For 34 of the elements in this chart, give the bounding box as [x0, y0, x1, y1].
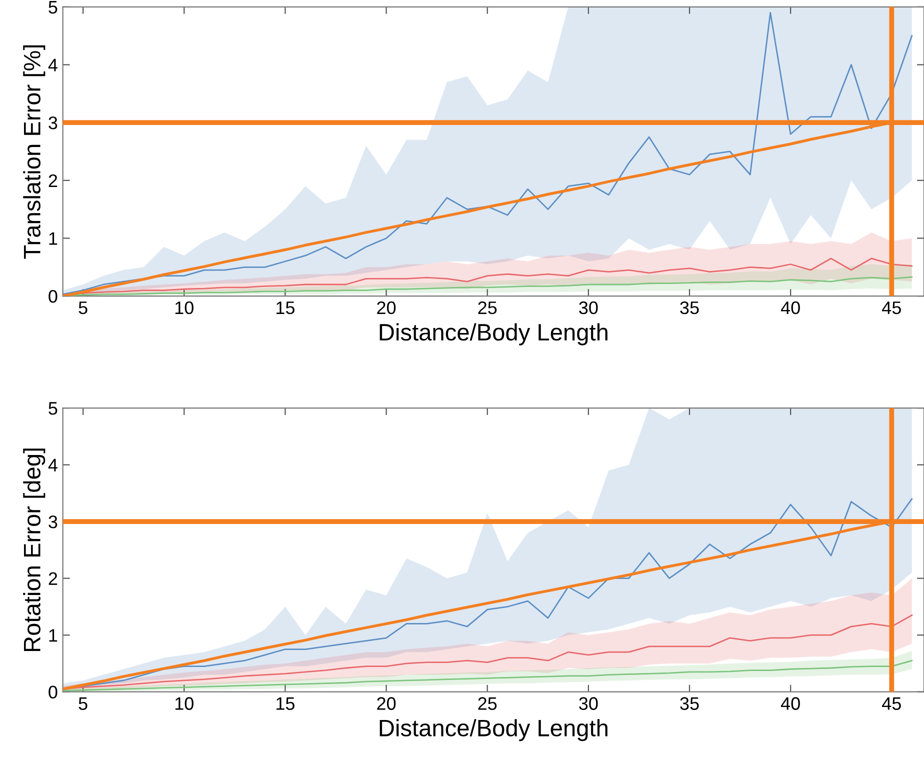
- y-tick-label: 4: [48, 58, 58, 72]
- y-tick-label: 1: [49, 629, 58, 642]
- y-axis-title: Translation Error [%]: [23, 45, 46, 259]
- y-tick-label: 5: [48, 402, 58, 415]
- y-tick-label: 0: [48, 290, 58, 303]
- x-tick-label: 5: [78, 697, 88, 710]
- x-tick-label: 45: [882, 302, 901, 314]
- y-tick-label: 0: [48, 686, 58, 699]
- y-tick-label: 3: [48, 515, 58, 528]
- x-tick-label: 45: [882, 697, 901, 710]
- x-tick-label: 10: [175, 697, 194, 710]
- x-tick-label: 10: [175, 301, 194, 314]
- x-axis-title: Distance/Body Length: [380, 719, 608, 742]
- x-tick-label: 30: [579, 697, 598, 710]
- y-tick-label: 2: [48, 572, 58, 585]
- x-tick-label: 15: [276, 697, 294, 710]
- x-axis-title: Distance/Body Length: [380, 323, 608, 346]
- x-tick-label: 35: [680, 301, 699, 314]
- x-tick-label: 35: [680, 697, 699, 710]
- x-tick-label: 25: [478, 697, 497, 710]
- x-tick-label: 40: [780, 697, 800, 710]
- y-tick-label: 2: [48, 174, 58, 187]
- y-tick-label: 3: [48, 116, 58, 130]
- y-tick-label: 5: [48, 1, 58, 14]
- x-tick-label: 25: [478, 301, 497, 314]
- x-tick-label: 20: [377, 301, 396, 314]
- y-tick-label: 4: [48, 458, 58, 472]
- x-tick-label: 15: [276, 302, 294, 314]
- x-tick-label: 20: [377, 697, 396, 710]
- x-tick-label: 30: [579, 301, 598, 314]
- y-axis-title: Rotation Error [deg]: [23, 448, 46, 652]
- x-tick-label: 40: [780, 301, 800, 314]
- y-tick-label: 1: [49, 232, 58, 245]
- x-tick-label: 5: [78, 302, 88, 314]
